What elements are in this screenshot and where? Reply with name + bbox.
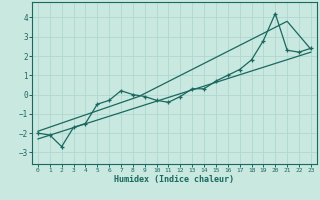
- X-axis label: Humidex (Indice chaleur): Humidex (Indice chaleur): [115, 175, 234, 184]
